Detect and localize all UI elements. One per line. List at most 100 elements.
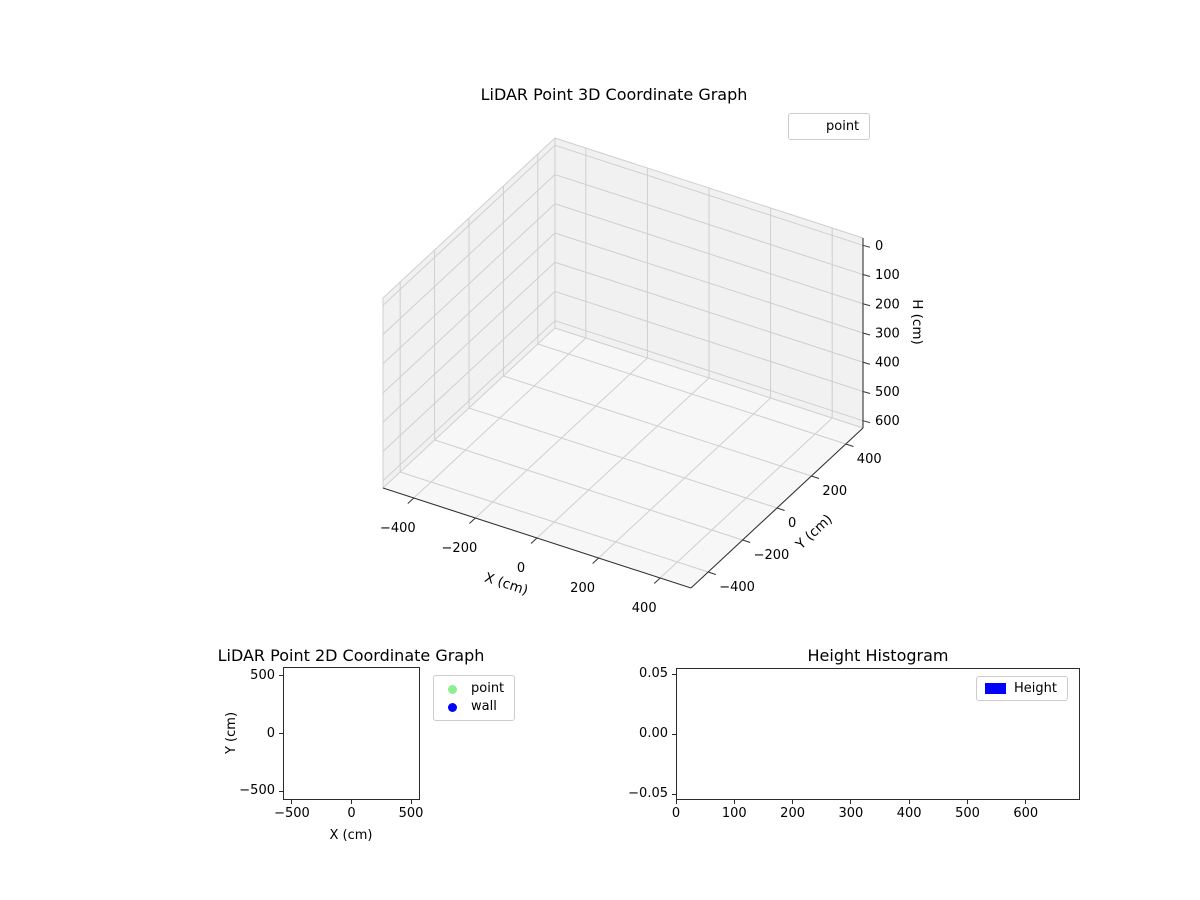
tick-mark <box>279 675 283 677</box>
tick-label: 600 <box>1013 806 1039 821</box>
legend-label-height: Height <box>1014 680 1057 696</box>
tick-mark <box>672 793 676 795</box>
tick-label: −200 <box>442 541 478 556</box>
tick-label: 400 <box>875 356 900 371</box>
tick-mark <box>862 420 871 424</box>
grid-line <box>554 232 864 334</box>
tick-label: −0.05 <box>628 786 668 801</box>
legend-label-wall: wall <box>471 699 497 714</box>
tick-label: 200 <box>822 484 847 499</box>
tick-mark <box>862 303 871 307</box>
grid-line <box>382 232 556 394</box>
tick-label: −400 <box>380 521 416 536</box>
tick-mark <box>291 800 293 804</box>
tick-label: 0.00 <box>639 726 668 741</box>
tick-label: 200 <box>570 581 595 596</box>
tick-mark <box>966 800 968 804</box>
grid-line <box>554 261 864 363</box>
point-marker-icon <box>447 684 457 694</box>
grid-line <box>554 203 864 305</box>
tick-mark <box>675 800 677 804</box>
tick-label: 300 <box>875 327 900 342</box>
tick-label: 0.05 <box>639 666 668 681</box>
grid-line <box>503 375 812 477</box>
tick-mark <box>592 557 599 564</box>
tick-mark <box>733 800 735 804</box>
tick-label: 0 <box>788 516 796 531</box>
legend-entry-point-3d: point <box>795 118 859 136</box>
tick-mark <box>908 800 910 804</box>
tick-label: 400 <box>857 452 882 467</box>
grid-line <box>382 144 556 306</box>
tick-label: 400 <box>632 601 657 616</box>
tick-label: 300 <box>838 806 864 821</box>
grid-line <box>434 439 743 541</box>
tick-mark <box>776 507 785 511</box>
tick-label: −200 <box>754 548 790 563</box>
tick-mark <box>862 274 871 278</box>
legend-entry-point: point <box>440 680 504 698</box>
grid-line <box>468 407 778 509</box>
tick-label: 0 <box>875 239 883 254</box>
tick-mark <box>672 673 676 675</box>
grid-line <box>382 203 556 365</box>
tick-label: 500 <box>398 806 424 821</box>
tick-label: 200 <box>780 806 805 821</box>
tick-mark <box>708 571 716 575</box>
tick-label: 0 <box>671 806 681 821</box>
plot3d-title: LiDAR Point 3D Coordinate Graph <box>480 85 748 104</box>
tick-label: 500 <box>875 385 900 400</box>
hist-legend: Height <box>976 676 1068 701</box>
legend-handle <box>440 684 464 694</box>
plot2d-title: LiDAR Point 2D Coordinate Graph <box>217 646 485 665</box>
grid-line <box>554 290 864 392</box>
tick-label: 0 <box>266 725 275 741</box>
legend-entry-wall: wall <box>440 698 504 716</box>
tick-label: 500 <box>250 667 275 683</box>
tick-label: 100 <box>721 806 747 821</box>
plot3d-legend: point <box>788 113 871 140</box>
tick-mark <box>351 800 352 804</box>
tick-label: 100 <box>875 268 900 283</box>
tick-mark <box>862 390 871 394</box>
tick-mark <box>862 332 871 336</box>
grid-line <box>382 174 556 335</box>
tick-mark <box>672 733 676 735</box>
grid-line <box>382 261 556 423</box>
tick-mark <box>742 539 751 543</box>
tick-mark <box>811 475 820 479</box>
grid-line <box>554 174 864 276</box>
grid-line <box>554 320 864 422</box>
tick-mark <box>850 800 852 804</box>
tick-mark <box>845 443 854 447</box>
plot2d-axes <box>283 667 420 800</box>
tick-label: 200 <box>875 297 900 312</box>
legend-label-point: point <box>826 118 860 134</box>
box-edge <box>554 327 864 429</box>
box-edge <box>382 137 556 299</box>
grid-line <box>400 471 709 573</box>
tick-label: 0 <box>517 561 525 576</box>
tick-label: 0 <box>347 806 356 821</box>
tick-mark <box>469 517 476 524</box>
tick-label: 500 <box>955 806 980 821</box>
grid-line <box>537 343 846 445</box>
wall-marker-icon <box>447 702 457 712</box>
box-edge <box>382 327 556 489</box>
tick-mark <box>407 497 415 504</box>
legend-handle <box>983 683 1007 694</box>
tick-mark <box>653 577 661 584</box>
tick-mark <box>279 733 283 734</box>
tick-label: 400 <box>896 806 922 821</box>
grid-line <box>382 291 556 452</box>
tick-label: −500 <box>274 806 310 821</box>
tick-mark <box>530 537 538 544</box>
tick-mark <box>792 800 794 804</box>
plot2d-xlabel: X (cm) <box>329 828 373 843</box>
tick-mark <box>410 800 412 804</box>
plot2d-legend: point wall <box>433 675 516 721</box>
plot3d-zlabel: H (cm) <box>909 299 925 345</box>
plot3d-ylabel: Y (cm) <box>792 511 836 553</box>
